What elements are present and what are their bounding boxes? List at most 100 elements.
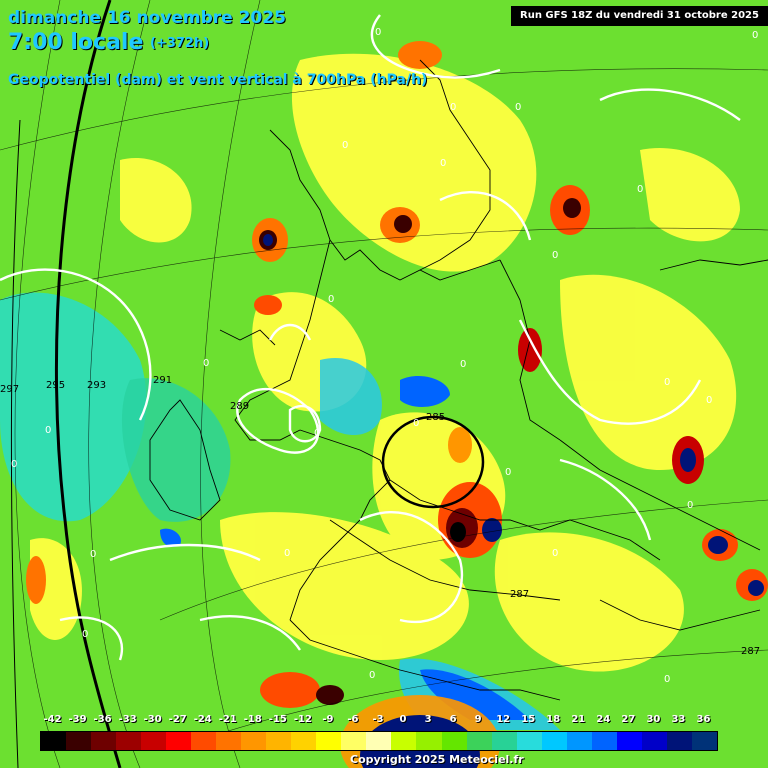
legend-swatch [566, 732, 592, 750]
zero-contours [0, 14, 741, 661]
legend-swatch [316, 732, 342, 750]
wind-label: 0 [314, 428, 320, 439]
legend-tick-label: 30 [646, 714, 661, 725]
legend-swatch [191, 732, 217, 750]
legend-swatch [466, 732, 492, 750]
legend-swatch [91, 732, 117, 750]
legend-swatch [291, 732, 317, 750]
legend-swatch [491, 732, 517, 750]
legend-tick-label: 15 [521, 714, 536, 725]
coastlines [149, 59, 768, 701]
wind-label: 0 [82, 629, 88, 640]
geo-label: 297 [0, 384, 19, 395]
vertical-wind-labels: 0 0 0 0 0 0 0 0 0 0 0 0 0 0 0 0 0 0 0 0 … [11, 27, 758, 685]
legend-swatch [591, 732, 617, 750]
legend-tick-label: 21 [571, 714, 586, 725]
legend-swatch [216, 732, 242, 750]
legend-tick-label: -21 [218, 714, 237, 725]
wind-label: 0 [664, 377, 670, 388]
legend-tick-label: 33 [671, 714, 686, 725]
legend-tick-label: -15 [268, 714, 287, 725]
wind-label: 0 [203, 358, 209, 369]
legend-swatch [666, 732, 692, 750]
legend-tick-label: -27 [168, 714, 187, 725]
legend-tick-label: -24 [193, 714, 212, 725]
legend-swatch [541, 732, 567, 750]
color-legend [40, 731, 718, 751]
legend-swatch [266, 732, 292, 750]
legend-tick-label: -12 [293, 714, 312, 725]
geopotential-contours [10, 0, 485, 768]
geo-label: 293 [87, 380, 106, 391]
legend-swatch [641, 732, 667, 750]
blue-regions [0, 292, 560, 730]
copyright: Copyright 2025 Meteociel.fr [350, 753, 524, 766]
legend-tick-label: -3 [372, 714, 384, 725]
wind-label: 0 [505, 467, 511, 478]
run-info: Run GFS 18Z du vendredi 31 octobre 2025 [511, 6, 768, 26]
legend-swatch [366, 732, 392, 750]
legend-swatch [141, 732, 167, 750]
geo-label: 289 [230, 401, 249, 412]
wind-label: 0 [664, 674, 670, 685]
wind-label: 0 [637, 184, 643, 195]
geo-label: 291 [153, 375, 172, 386]
wind-label: 0 [552, 548, 558, 559]
parameter-title: Geopotentiel (dam) et vent vertical à 70… [8, 72, 428, 88]
wind-label: 0 [284, 548, 290, 559]
legend-tick-label: -36 [93, 714, 112, 725]
wind-label: 0 [375, 27, 381, 38]
wind-label: 0 [45, 425, 51, 436]
legend-tick-label: 0 [399, 714, 407, 725]
wind-label: 0 [342, 140, 348, 151]
legend-swatch [516, 732, 542, 750]
legend-swatch [166, 732, 192, 750]
geo-label: 285 [426, 412, 445, 423]
legend-tick-label: -39 [68, 714, 87, 725]
legend-tick-label: 9 [474, 714, 482, 725]
forecast-date: dimanche 16 novembre 2025 [8, 8, 286, 28]
legend-tick-label: -33 [118, 714, 137, 725]
legend-tick-label: -6 [347, 714, 359, 725]
legend-swatch [341, 732, 367, 750]
legend-swatch [241, 732, 267, 750]
geo-label: 287 [510, 589, 529, 600]
wind-label: 0 [90, 549, 96, 560]
wind-label: 0 [706, 395, 712, 406]
legend-tick-label: 3 [424, 714, 432, 725]
legend-swatch [416, 732, 442, 750]
legend-tick-label: 6 [449, 714, 457, 725]
legend-swatch [691, 732, 717, 750]
geo-label: 287 [741, 646, 760, 657]
legend-tick-label: 27 [621, 714, 636, 725]
wind-label: 0 [369, 670, 375, 681]
legend-tick-label: 36 [696, 714, 711, 725]
wind-label: 0 [440, 158, 446, 169]
wind-label: 0 [752, 30, 758, 41]
legend-swatch [616, 732, 642, 750]
legend-tick-label: -42 [43, 714, 62, 725]
wind-label: 0 [413, 418, 419, 429]
wind-label: 0 [552, 250, 558, 261]
forecast-time: 7:00 locale [8, 30, 144, 55]
wind-label: 0 [515, 102, 521, 113]
legend-tick-label: 24 [596, 714, 611, 725]
legend-swatch [391, 732, 417, 750]
wind-label: 0 [687, 500, 693, 511]
geo-label: 295 [46, 380, 65, 391]
wind-label: 0 [328, 294, 334, 305]
legend-tick-label: -18 [243, 714, 262, 725]
legend-tick-label: -9 [322, 714, 334, 725]
forecast-lead-time: (+372h) [150, 36, 210, 51]
legend-swatch [441, 732, 467, 750]
legend-swatch [66, 732, 92, 750]
legend-tick-label: 12 [496, 714, 511, 725]
legend-tick-label: 18 [546, 714, 561, 725]
wind-label: 0 [11, 459, 17, 470]
geopotential-labels: 297 295 293 291 289 285 287 287 [0, 375, 760, 657]
legend-tick-label: -30 [143, 714, 162, 725]
legend-ticks: -42 -39 -36 -33 -30 -27 -24 -21 -18 -15 -12 -9 -6 -3 0… [40, 714, 716, 728]
wind-label: 0 [460, 359, 466, 370]
